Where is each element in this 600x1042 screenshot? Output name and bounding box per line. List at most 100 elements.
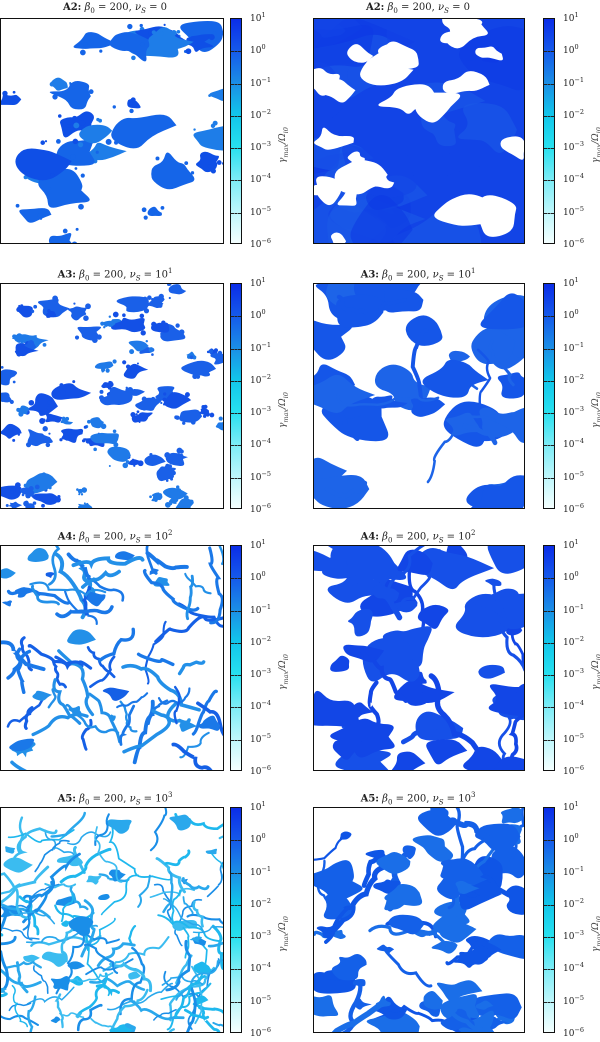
colorbar-tick — [231, 115, 241, 117]
colorbar-tick-label: 10−6 — [250, 1026, 272, 1039]
colorbar-tick — [231, 969, 241, 971]
colorbar-tick — [231, 83, 241, 85]
colorbar-tick — [231, 937, 241, 939]
colorbar — [543, 18, 555, 244]
colorbar-label: γmax/Ωi0 — [278, 392, 290, 428]
colorbar-tick-label: 10−5 — [250, 469, 272, 483]
colorbar-tick — [544, 380, 554, 382]
colorbar-tick-label: 10−2 — [563, 896, 585, 910]
colorbar-tick-label: 10−1 — [250, 864, 272, 878]
colorbar-tick-label: 10−1 — [563, 340, 585, 354]
colorbar-tick-label: 100 — [250, 832, 266, 846]
colorbar-tick — [231, 148, 241, 150]
colorbar — [543, 283, 555, 509]
colorbar-tick-label: 10−1 — [563, 602, 585, 616]
colorbar-tick-label: 10−5 — [563, 469, 585, 483]
colorbar-tick-label: 100 — [250, 308, 266, 322]
colorbar-tick — [231, 840, 241, 842]
colorbar-tick — [544, 610, 554, 612]
colorbar-label: γmax/Ωi0 — [591, 654, 600, 690]
colorbar-tick-label: 10−2 — [250, 372, 272, 386]
colorbar — [543, 807, 555, 1033]
colorbar-tick — [544, 413, 554, 415]
colorbar — [230, 283, 242, 509]
colorbar-tick-label: 10−5 — [563, 993, 585, 1007]
colorbar-tick — [231, 1001, 241, 1003]
colorbar-tick — [544, 872, 554, 874]
colorbar-tick-label: 10−6 — [563, 1026, 585, 1039]
colorbar-tick — [544, 180, 554, 182]
colorbar-tick-label: 100 — [250, 43, 266, 57]
colorbar-tick — [231, 380, 241, 382]
colorbar-tick — [544, 212, 554, 214]
colorbar-tick — [544, 675, 554, 677]
colorbar-tick-label: 10−5 — [250, 204, 272, 218]
panel-title-a4-right: A4: β0 = 200, νS = 102 — [360, 529, 476, 545]
panel-title-a3-left: A3: β0 = 200, νS = 101 — [57, 267, 173, 283]
colorbar-tick — [544, 969, 554, 971]
colorbar-tick-label: 10−3 — [563, 667, 585, 681]
heatmap-a4-left — [0, 545, 224, 771]
colorbar-tick — [231, 316, 241, 318]
colorbar-tick-label: 10−2 — [250, 896, 272, 910]
colorbar-tick-label: 10−4 — [250, 172, 272, 186]
colorbar-tick-label: 10−2 — [250, 634, 272, 648]
colorbar-tick — [231, 872, 241, 874]
colorbar-tick-label: 10−5 — [250, 993, 272, 1007]
colorbar-tick — [544, 148, 554, 150]
panel-title-a2-left: A2: β0 = 200, νS = 0 — [62, 2, 168, 15]
colorbar-tick — [231, 51, 241, 53]
heatmap-a2-left — [0, 18, 224, 244]
panel-title-a5-right: A5: β0 = 200, νS = 103 — [360, 791, 476, 807]
colorbar — [543, 545, 555, 771]
colorbar-tick-label: 10−5 — [563, 204, 585, 218]
colorbar-tick — [544, 477, 554, 479]
colorbar-label: γmax/Ωi0 — [591, 392, 600, 428]
colorbar-tick — [231, 578, 241, 580]
colorbar-tick-label: 101 — [250, 11, 266, 24]
colorbar-tick-label: 101 — [563, 538, 579, 551]
colorbar-tick-label: 10−4 — [563, 172, 585, 186]
colorbar — [230, 545, 242, 771]
colorbar-label: γmax/Ωi0 — [278, 654, 290, 690]
colorbar-tick — [544, 51, 554, 53]
colorbar-tick — [544, 739, 554, 741]
colorbar-tick-label: 10−6 — [563, 502, 585, 515]
colorbar-tick-label: 10−1 — [250, 602, 272, 616]
colorbar-tick-label: 100 — [563, 570, 579, 584]
colorbar-tick-label: 10−3 — [250, 929, 272, 943]
colorbar-tick-label: 100 — [563, 43, 579, 57]
panel-title-a4-left: A4: β0 = 200, νS = 102 — [57, 529, 173, 545]
colorbar-tick — [231, 180, 241, 182]
panel-title-a3-right: A3: β0 = 200, νS = 101 — [360, 267, 476, 283]
colorbar-tick-label: 10−6 — [250, 764, 272, 777]
colorbar-tick-label: 10−1 — [250, 340, 272, 354]
heatmap-a3-left — [0, 283, 224, 509]
colorbar-tick — [231, 739, 241, 741]
heatmap-a2-right — [313, 18, 525, 244]
colorbar-tick-label: 10−5 — [250, 731, 272, 745]
colorbar-tick-label: 100 — [250, 570, 266, 584]
colorbar-tick-label: 10−6 — [250, 502, 272, 515]
colorbar-tick-label: 101 — [250, 276, 266, 289]
heatmap-a4-right — [313, 545, 525, 771]
colorbar-tick-label: 101 — [250, 800, 266, 813]
colorbar-tick — [544, 348, 554, 350]
colorbar-tick-label: 10−1 — [250, 75, 272, 89]
colorbar-tick — [231, 707, 241, 709]
panel-title-a5-left: A5: β0 = 200, νS = 103 — [57, 791, 173, 807]
colorbar-tick-label: 10−2 — [563, 634, 585, 648]
colorbar-tick — [544, 707, 554, 709]
heatmap-a3-right — [313, 283, 525, 509]
colorbar-label: γmax/Ωi0 — [278, 916, 290, 952]
colorbar-tick — [544, 904, 554, 906]
colorbar-tick — [231, 212, 241, 214]
colorbar-tick — [231, 413, 241, 415]
colorbar-tick — [231, 348, 241, 350]
panel-title-a2-right: A2: β0 = 200, νS = 0 — [365, 2, 471, 15]
colorbar — [230, 807, 242, 1033]
colorbar-tick-label: 10−1 — [563, 864, 585, 878]
colorbar — [230, 18, 242, 244]
colorbar-tick-label: 10−6 — [563, 764, 585, 777]
colorbar-tick-label: 100 — [563, 308, 579, 322]
